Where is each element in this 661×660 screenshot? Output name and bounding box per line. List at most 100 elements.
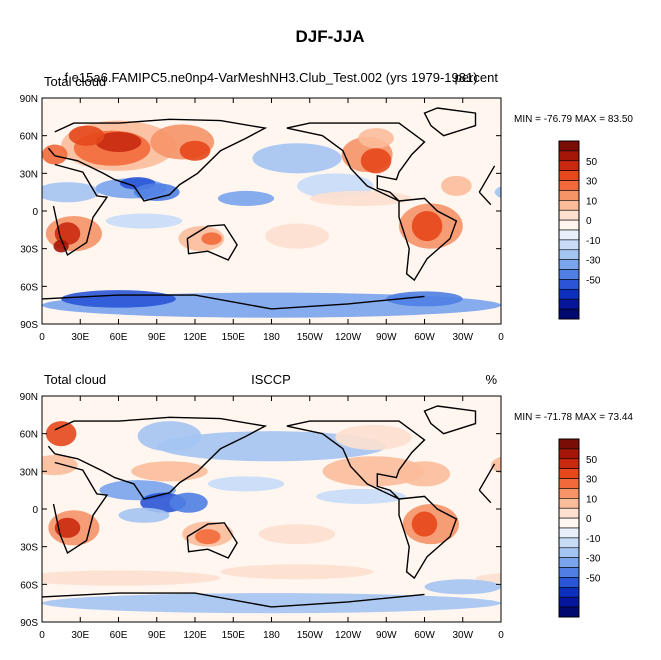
field-anomaly [220, 564, 374, 580]
field-anomaly [386, 291, 463, 307]
coastline [286, 420, 426, 500]
colorbar-label: -30 [586, 256, 601, 267]
x-tick-label: 60E [110, 332, 128, 343]
colorbar-frame [558, 140, 580, 320]
x-tick-label: 120E [183, 332, 207, 343]
colorbar-swatch [558, 498, 580, 509]
colorbar-swatch [558, 567, 580, 578]
field-anomaly [335, 424, 412, 450]
coastline [42, 592, 425, 608]
field-anomaly [0, 203, 4, 248]
field-anomaly [494, 186, 501, 199]
x-tick-label: 60W [414, 630, 435, 641]
field-anomaly [42, 182, 100, 203]
field-anomaly [501, 144, 527, 164]
coastline [286, 122, 426, 202]
colorbar-swatch [558, 458, 580, 469]
observation-panel: Total cloud ISCCP % 90N60N30N030S60S90S … [0, 372, 661, 641]
field-anomaly [593, 183, 639, 201]
field-anomaly [505, 216, 561, 251]
field-anomaly [639, 141, 661, 161]
coastline [47, 118, 268, 202]
colorbar-swatch [558, 229, 580, 241]
x-tick-label: 0 [498, 630, 504, 641]
x-tick-label: 150E [222, 332, 246, 343]
field-anomaly [597, 421, 661, 451]
coastline [398, 197, 458, 282]
min-max-stats: MIN = -71.78 MAX = 73.44 [514, 412, 633, 423]
field-anomaly [514, 518, 540, 538]
colorbar-swatch [558, 438, 580, 450]
field-anomaly [316, 488, 406, 504]
field-anomaly [252, 143, 342, 174]
field-anomaly [207, 476, 285, 492]
field-anomaly [0, 176, 13, 196]
x-tick-label: 90W [376, 332, 397, 343]
y-tick-label: 30S [20, 245, 38, 256]
x-tick-label: 150W [297, 630, 324, 641]
field-anomaly [490, 456, 501, 474]
colorbar-label: 0 [586, 514, 592, 525]
y-tick-label: 30S [20, 543, 38, 554]
x-tick-label: 150E [222, 630, 246, 641]
field-anomaly [399, 461, 450, 487]
colorbar-swatch [558, 140, 580, 152]
coastline [52, 163, 496, 256]
x-tick-label: 180 [263, 332, 280, 343]
map-field [0, 98, 661, 324]
field-anomaly [0, 593, 42, 613]
field-anomaly [137, 421, 202, 452]
colorbar-swatch [558, 606, 580, 618]
min-max-stats: MIN = -76.79 MAX = 83.50 [514, 114, 633, 125]
colorbar-label: 10 [586, 494, 598, 505]
x-tick-label: 30W [452, 332, 473, 343]
x-tick-label: 0 [39, 332, 45, 343]
coastline [398, 495, 458, 580]
y-tick-label: 90N [20, 94, 38, 105]
y-tick-label: 60N [20, 132, 38, 143]
colorbar: 50 30 10 0 -10 -30 -50 [558, 438, 601, 618]
colorbar-label: -30 [586, 554, 601, 565]
field-anomaly [629, 493, 661, 513]
panel-center-label: f.e15a6.FAMIPC5.ne0np4-VarMeshNH3.Club_T… [64, 70, 477, 85]
field-anomaly [616, 431, 661, 461]
colorbar-swatch [558, 160, 580, 171]
field-anomaly [118, 507, 170, 523]
y-tick-label: 0 [32, 505, 38, 516]
colorbar-label: -10 [586, 534, 601, 545]
colorbar: 50 30 10 0 -10 -30 -50 [558, 140, 601, 320]
colorbar-swatch [558, 527, 580, 539]
colorbar-swatch [558, 537, 580, 549]
colorbar-label: 10 [586, 196, 598, 207]
x-tick-label: 30E [71, 332, 89, 343]
y-tick-label: 30N [20, 169, 38, 180]
x-tick-label: 120E [183, 630, 207, 641]
colorbar-swatch [558, 298, 580, 310]
colorbar-swatch [558, 478, 580, 489]
field-anomaly [501, 593, 661, 613]
y-tick-label: 60S [20, 580, 38, 591]
field-anomaly [590, 461, 661, 481]
x-tick-label: 180 [263, 630, 280, 641]
panel-right-label: % [485, 372, 497, 387]
colorbar-swatch [558, 200, 580, 211]
field-anomaly [512, 240, 527, 253]
colorbar-label: -50 [586, 573, 601, 584]
colorbar-label: 50 [586, 157, 598, 168]
field-anomaly [637, 226, 661, 251]
field-anomaly [265, 223, 329, 249]
model-panel: Total cloud f.e15a6.FAMIPC5.ne0np4-VarMe… [0, 70, 661, 343]
x-tick-label: 30E [71, 630, 89, 641]
field-anomaly [61, 290, 176, 308]
colorbar-swatch [558, 209, 580, 221]
colorbar-swatch [558, 269, 580, 280]
field-anomaly [201, 232, 222, 245]
field-anomaly [514, 222, 540, 245]
colorbar-label: 50 [586, 455, 598, 466]
field-anomaly [505, 421, 536, 446]
colorbar-swatch [558, 219, 580, 231]
field-anomaly [105, 213, 183, 229]
coastline [42, 294, 425, 310]
colorbar-swatch [558, 587, 580, 598]
x-tick-label: 90E [148, 332, 166, 343]
